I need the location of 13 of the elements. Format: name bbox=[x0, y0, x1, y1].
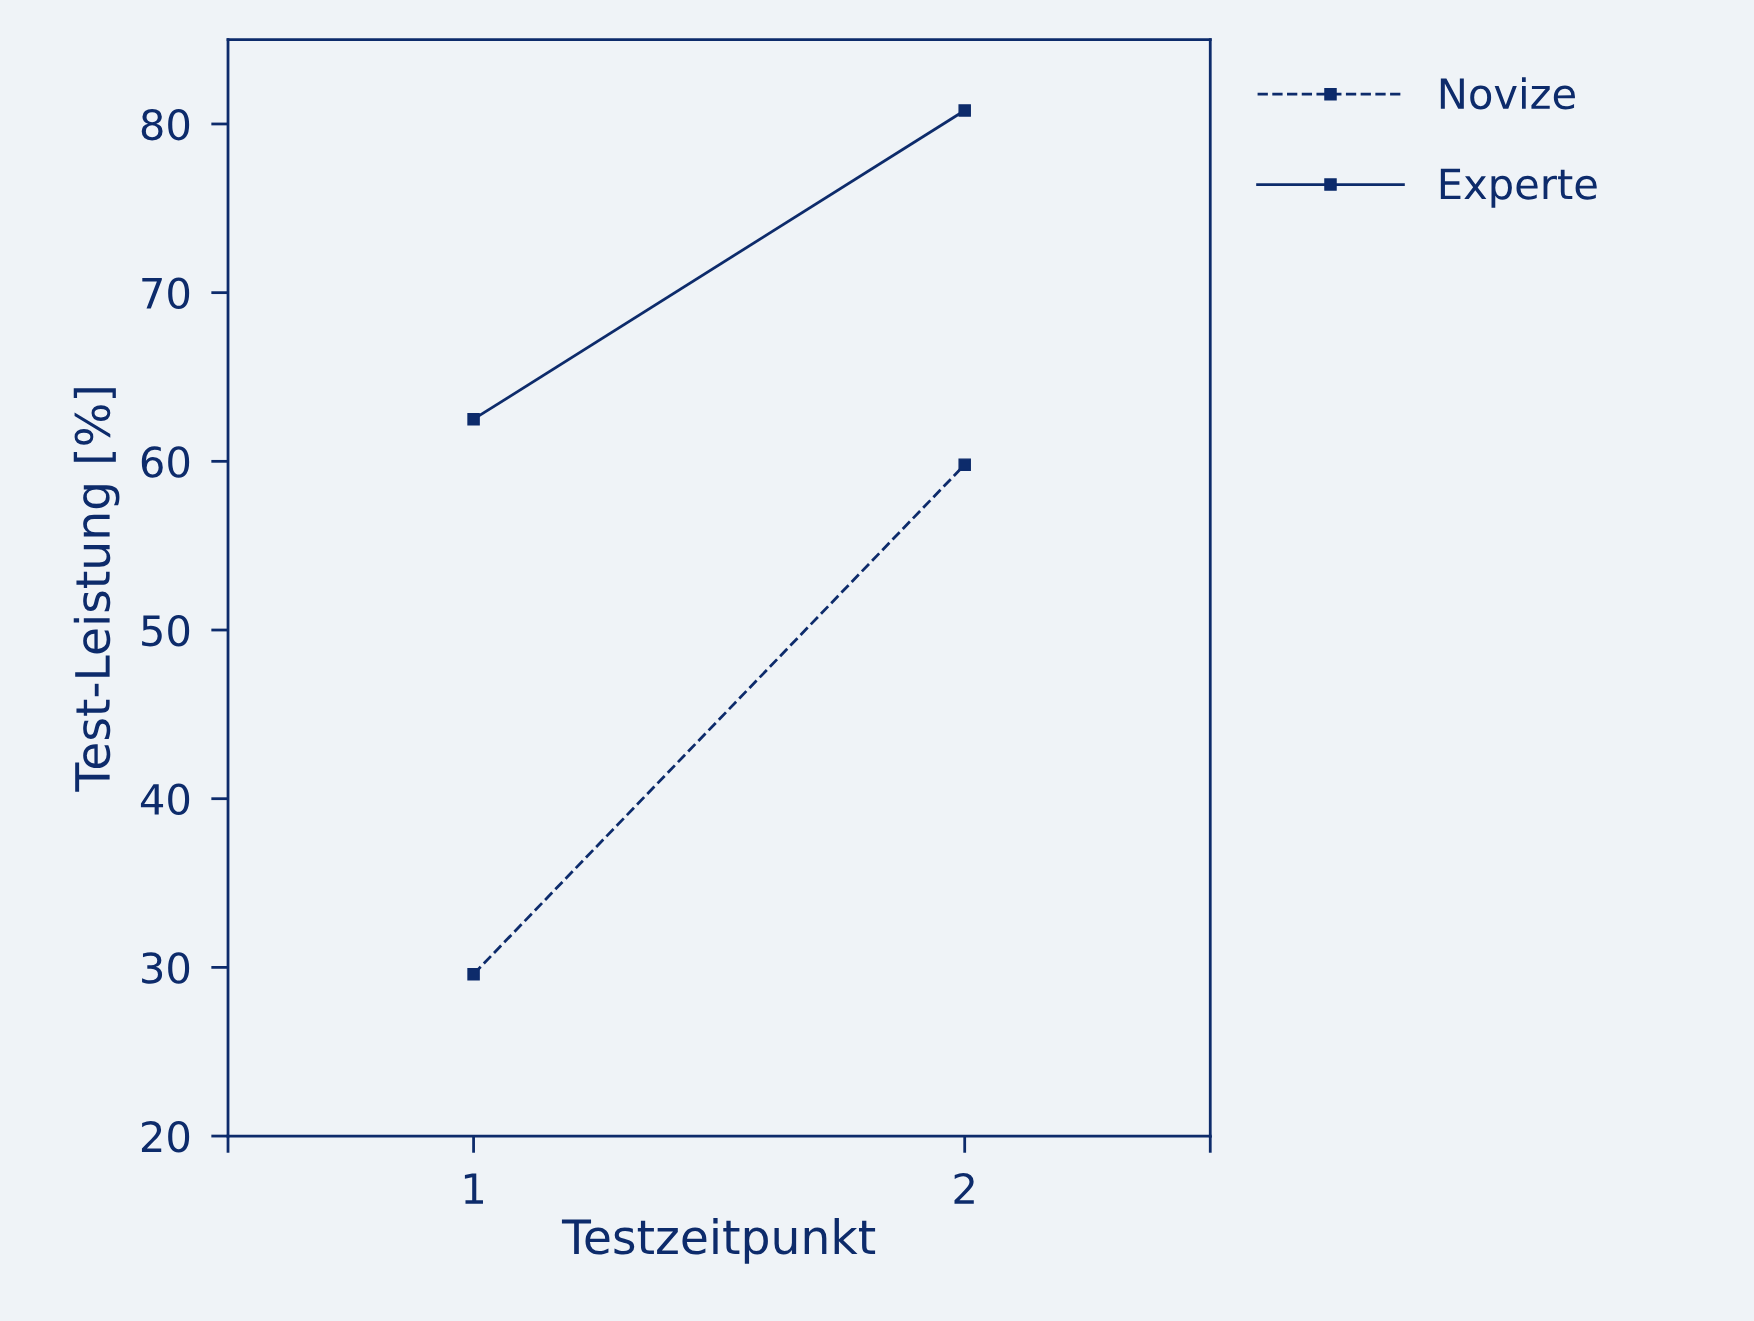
y-tick-label: 70 bbox=[142, 277, 190, 310]
x-tick-label: 1 bbox=[464, 1173, 483, 1204]
y-tick-label: 20 bbox=[141, 1120, 190, 1153]
y-tick-label: 50 bbox=[142, 614, 190, 647]
y-tick-label: 60 bbox=[141, 446, 190, 478]
y-axis-title: Test-Leistung [%] bbox=[73, 388, 120, 792]
y-tick-label: 30 bbox=[142, 952, 190, 984]
legend-label: Novize bbox=[1440, 77, 1575, 110]
y-tick-label: 40 bbox=[140, 783, 190, 816]
legend-label: Experte bbox=[1440, 168, 1597, 208]
x-axis-title: Testzeitpunkt bbox=[561, 1218, 876, 1264]
x-tick-label: 2 bbox=[954, 1172, 974, 1204]
y-tick-label: 80 bbox=[141, 108, 190, 141]
